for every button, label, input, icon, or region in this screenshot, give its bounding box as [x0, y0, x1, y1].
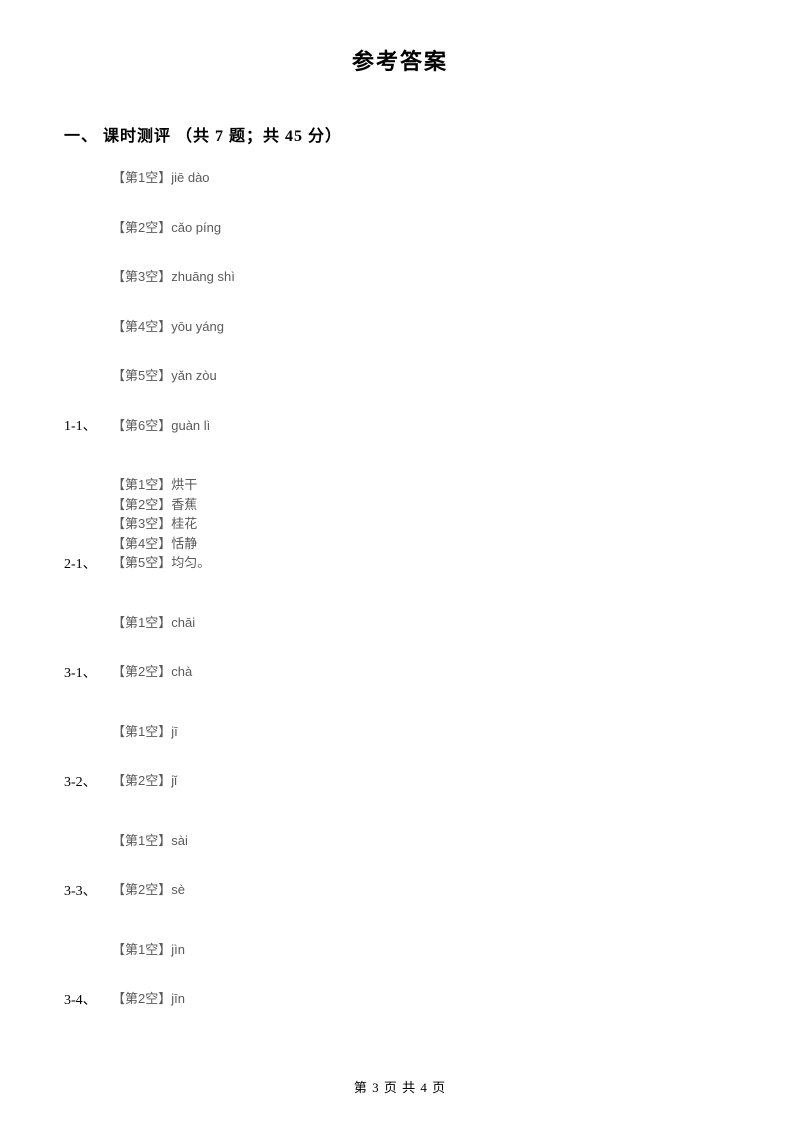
- answer-group: 【第1空】jī 【第2空】jǐ 3-2、: [64, 722, 800, 791]
- answer-group: 【第1空】烘干【第2空】香蕉【第3空】桂花【第4空】恬静【第5空】均匀。 2-1、: [64, 475, 800, 573]
- answer-line: 【第1空】chāi: [112, 613, 800, 633]
- answer-group: 【第1空】jiē dào 【第2空】cǎo píng 【第3空】zhuāng shì…: [64, 168, 800, 435]
- answer-line: 【第5空】yǎn zòu: [112, 366, 800, 386]
- answers-content: 【第1空】jiē dào 【第2空】cǎo píng 【第3空】zhuāng shì…: [64, 168, 800, 1049]
- page-footer: 第 3 页 共 4 页: [0, 1077, 800, 1096]
- answer-line: 【第2空】jīn: [112, 989, 800, 1009]
- group-label: 2-1、: [64, 553, 97, 573]
- answer-line: 【第1空】jī: [112, 722, 800, 742]
- answer-line: 【第4空】yōu yáng: [112, 317, 800, 337]
- answer-group: 【第1空】jìn 【第2空】jīn 3-4、: [64, 940, 800, 1009]
- answer-line: 【第3空】zhuāng shì: [112, 267, 800, 287]
- answer-line: 【第1空】jìn: [112, 940, 800, 960]
- group-label: 3-4、: [64, 989, 97, 1009]
- answer-line: 【第1空】jiē dào: [112, 168, 800, 188]
- answer-line: 【第2空】cǎo píng: [112, 218, 800, 238]
- answer-line: 【第4空】恬静: [112, 534, 800, 554]
- answer-line: 【第2空】sè: [112, 880, 800, 900]
- group-label: 1-1、: [64, 415, 97, 435]
- answer-line: 【第1空】烘干: [112, 475, 800, 495]
- answer-group: 【第1空】sài 【第2空】sè 3-3、: [64, 831, 800, 900]
- answer-line: 【第1空】sài: [112, 831, 800, 851]
- group-label: 3-2、: [64, 771, 97, 791]
- answer-group: 【第1空】chāi 【第2空】chà 3-1、: [64, 613, 800, 682]
- page-title: 参考答案: [0, 0, 800, 76]
- answer-line: 【第6空】guàn lì: [112, 416, 800, 436]
- section-heading: 一、 课时测评 （共 7 题；共 45 分）: [64, 122, 800, 146]
- answer-line: 【第2空】香蕉: [112, 495, 800, 515]
- answer-line: 【第5空】均匀。: [112, 553, 800, 573]
- answer-line: 【第3空】桂花: [112, 514, 800, 534]
- answer-line: 【第2空】chà: [112, 662, 800, 682]
- answer-line: 【第2空】jǐ: [112, 771, 800, 791]
- group-label: 3-3、: [64, 880, 97, 900]
- group-label: 3-1、: [64, 662, 97, 682]
